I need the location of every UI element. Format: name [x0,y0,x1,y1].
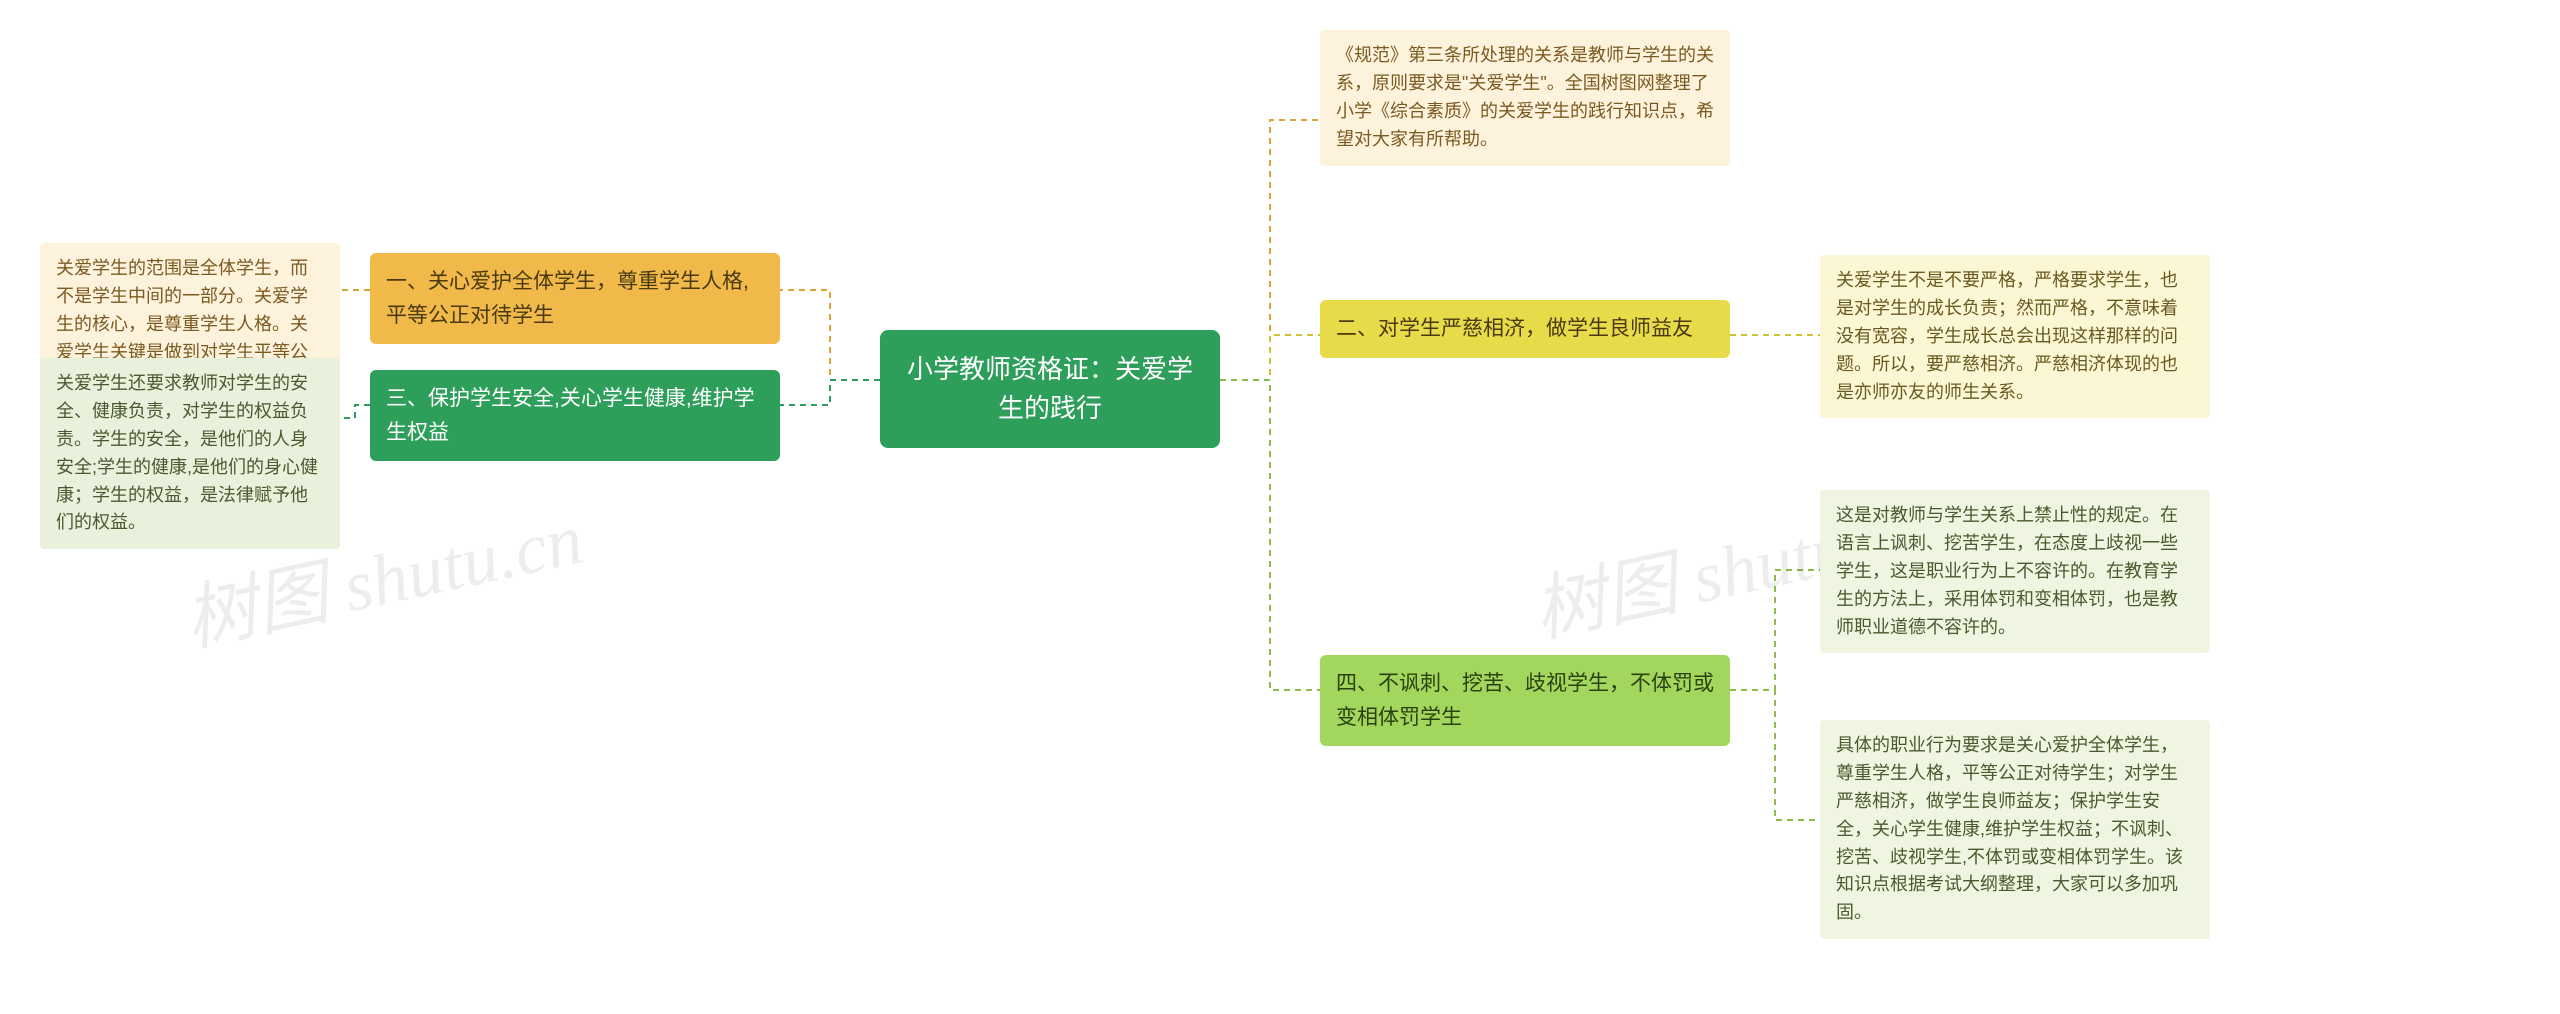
branch-4-leaf-2: 具体的职业行为要求是关心爱护全体学生，尊重学生人格，平等公正对待学生；对学生严慈… [1820,720,2210,939]
branch-2: 二、对学生严慈相济，做学生良师益友 [1320,300,1730,358]
branch-1: 一、关心爱护全体学生，尊重学生人格,平等公正对待学生 [370,253,780,344]
branch-4: 四、不讽刺、挖苦、歧视学生，不体罚或变相体罚学生 [1320,655,1730,746]
branch-3-leaf: 关爱学生还要求教师对学生的安全、健康负责，对学生的权益负责。学生的安全，是他们的… [40,358,340,549]
intro-node: 《规范》第三条所处理的关系是教师与学生的关系，原则要求是"关爱学生"。全国树图网… [1320,30,1730,166]
center-node: 小学教师资格证：关爱学生的践行 [880,330,1220,448]
branch-3: 三、保护学生安全,关心学生健康,维护学生权益 [370,370,780,461]
branch-2-leaf: 关爱学生不是不要严格，严格要求学生，也是对学生的成长负责；然而严格，不意味着没有… [1820,255,2210,418]
watermark-2: 树图 shutu [1523,488,1856,657]
branch-4-leaf-1: 这是对教师与学生关系上禁止性的规定。在语言上讽刺、挖苦学生，在态度上歧视一些学生… [1820,490,2210,653]
